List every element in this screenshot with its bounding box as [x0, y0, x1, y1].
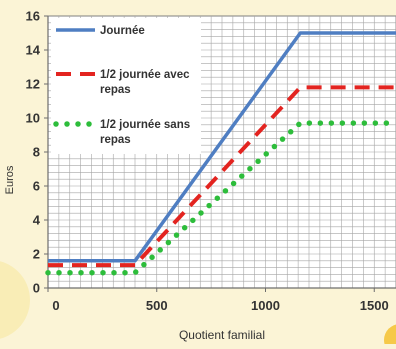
- legend-label-demi-journee-sans-repas: 1/2 journée sans: [100, 119, 190, 131]
- y-tick-label: 4: [33, 213, 41, 228]
- y-tick-label: 16: [26, 9, 40, 24]
- series-line-demi-journee-sans-repas: [45, 120, 396, 276]
- x-axis-title: Quotient familial: [179, 328, 265, 342]
- decorative-glow-right: [384, 324, 396, 349]
- series-layer: [45, 31, 396, 276]
- y-tick-label: 12: [26, 77, 40, 92]
- x-tick-label: 500: [146, 298, 168, 313]
- legend-label-journee: Journée: [100, 25, 145, 37]
- legend-label-demi-journee-sans-repas-line2: repas: [100, 134, 131, 146]
- axis-layer: 0 2 4 6 8 10 12 14 16 0 500 1000 1500: [26, 9, 396, 313]
- legend-label-demi-journee-avec-repas: 1/2 journée avec: [100, 69, 190, 81]
- x-tick-label: 0: [52, 298, 59, 313]
- x-tick-label: 1000: [251, 298, 280, 313]
- decorative-glow-left: [0, 261, 30, 339]
- legend-label-demi-journee-avec-repas-line2: repas: [100, 84, 131, 96]
- y-tick-label: 10: [26, 111, 40, 126]
- y-tick-label: 6: [33, 179, 40, 194]
- legend-box: [51, 18, 201, 154]
- y-tick-label: 2: [33, 247, 40, 262]
- y-tick-label: 8: [33, 145, 40, 160]
- series-line-journee: [48, 31, 396, 263]
- y-tick-label: 0: [33, 281, 40, 296]
- y-tick-label: 14: [26, 43, 41, 58]
- legend: Journée 1/2 journée avec repas 1/2 journ…: [51, 18, 201, 154]
- y-axis-title: Euros: [4, 165, 16, 194]
- x-tick-label: 1500: [360, 298, 389, 313]
